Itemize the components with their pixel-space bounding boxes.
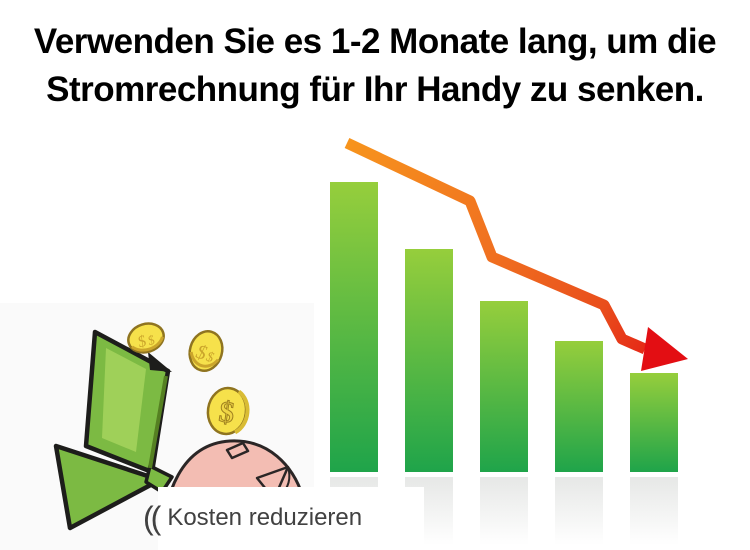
caption-label: Kosten reduzieren [167,504,363,531]
bar [630,373,678,472]
caption: (( Kosten reduzieren [143,501,362,535]
bar [480,301,528,472]
trend-arrow-line [344,138,648,355]
trend-arrowhead-icon [641,327,688,371]
bar-group [330,182,678,472]
down-arrow-highlight [102,348,146,452]
down-arrow-crease [148,375,168,469]
svg-text:$: $ [146,332,157,348]
headline-line2: Stromrechnung für Ihr Handy zu senken. [46,70,704,109]
svg-text:$: $ [204,350,215,366]
caption-box [158,487,424,550]
coin-icon: $ [206,386,250,436]
bar [555,341,603,472]
coin-icon: $ $ [127,322,165,354]
page-title: Verwenden Sie es 1-2 Monate lang, um die… [0,18,750,114]
bar [405,249,453,472]
coin-icon: $ $ [188,330,224,372]
bar [330,182,378,472]
svg-text:$: $ [217,395,236,430]
caption-parens: (( [143,500,161,536]
bar-reflection [630,477,678,545]
down-arrow-icon [53,329,174,531]
headline-line1: Verwenden Sie es 1-2 Monate lang, um die [33,22,717,61]
bar-reflection [555,477,603,545]
down-arrow-head [53,443,163,531]
trend-arrow [344,138,688,371]
bar-reflection [480,477,528,545]
piggy-coin-slot [225,441,250,460]
down-arrow-fold [148,352,172,372]
